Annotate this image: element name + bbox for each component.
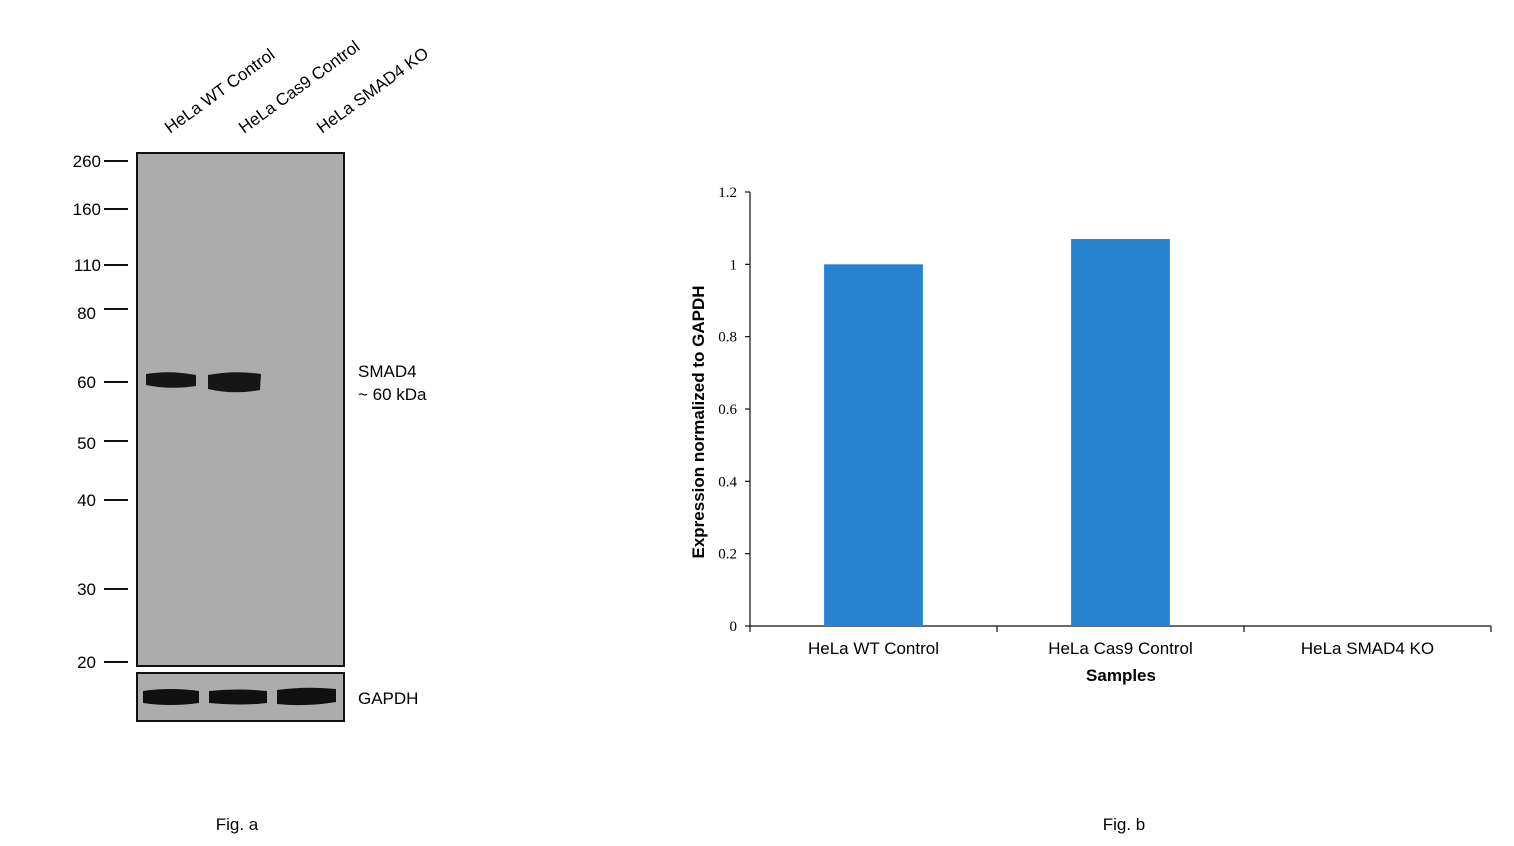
bar-chart-panel: 0 0.2 0.4 0.6 0.8 1 1.2 HeLa WT Control HeLa Ca… bbox=[689, 185, 1492, 834]
fig-a-caption: Fig. a bbox=[216, 815, 259, 834]
target-protein-label: SMAD4 bbox=[358, 362, 417, 381]
smad4-band-lane-2 bbox=[208, 372, 261, 393]
smad4-bands bbox=[146, 372, 261, 393]
bar bbox=[824, 264, 923, 626]
y-tick-label: 0.8 bbox=[718, 330, 737, 346]
marker-label-20: 20 bbox=[77, 653, 96, 672]
y-tick-label: 0 bbox=[730, 619, 738, 635]
marker-label-60: 60 bbox=[77, 373, 96, 392]
y-tick-label: 0.4 bbox=[718, 474, 737, 490]
fig-b-caption: Fig. b bbox=[1103, 815, 1146, 834]
y-tick-label: 0.6 bbox=[718, 402, 737, 418]
gapdh-band-lane-3 bbox=[277, 687, 336, 706]
gapdh-band-lane-1 bbox=[143, 689, 199, 705]
x-axis-ticks: HeLa WT Control HeLa Cas9 Control HeLa SMA… bbox=[749, 626, 1492, 658]
bar-series bbox=[824, 239, 1170, 626]
x-tick-label: HeLa Cas9 Control bbox=[1048, 639, 1193, 658]
y-tick-label: 0.2 bbox=[718, 547, 737, 563]
loading-control-label: GAPDH bbox=[358, 689, 418, 708]
gapdh-bands bbox=[143, 687, 336, 706]
marker-label-30: 30 bbox=[77, 580, 96, 599]
x-tick-label: HeLa SMAD4 KO bbox=[1301, 639, 1434, 658]
marker-label-260: 260 bbox=[73, 152, 101, 171]
western-blot-panel: HeLa WT Control HeLa Cas9 Control HeLa S… bbox=[73, 37, 433, 834]
y-axis-ticks: 0 0.2 0.4 0.6 0.8 1 1.2 bbox=[718, 185, 750, 635]
marker-label-80: 80 bbox=[77, 304, 96, 323]
marker-label-40: 40 bbox=[77, 491, 96, 510]
smad4-band-lane-1 bbox=[146, 372, 196, 388]
y-tick-label: 1 bbox=[730, 257, 738, 273]
molecular-weight-markers: 260 160 110 80 60 50 40 30 20 bbox=[73, 152, 128, 672]
blot-membrane bbox=[136, 152, 345, 667]
marker-label-160: 160 bbox=[73, 200, 101, 219]
marker-label-110: 110 bbox=[74, 256, 101, 275]
y-axis-title: Expression normalized to GAPDH bbox=[689, 286, 708, 559]
bar bbox=[1071, 239, 1170, 626]
y-tick-label: 1.2 bbox=[718, 185, 737, 201]
x-tick-label: HeLa WT Control bbox=[808, 639, 939, 658]
x-axis-title: Samples bbox=[1086, 666, 1156, 685]
gapdh-band-lane-2 bbox=[209, 689, 267, 705]
marker-label-50: 50 bbox=[77, 434, 96, 453]
target-size-label: ~ 60 kDa bbox=[358, 385, 427, 404]
